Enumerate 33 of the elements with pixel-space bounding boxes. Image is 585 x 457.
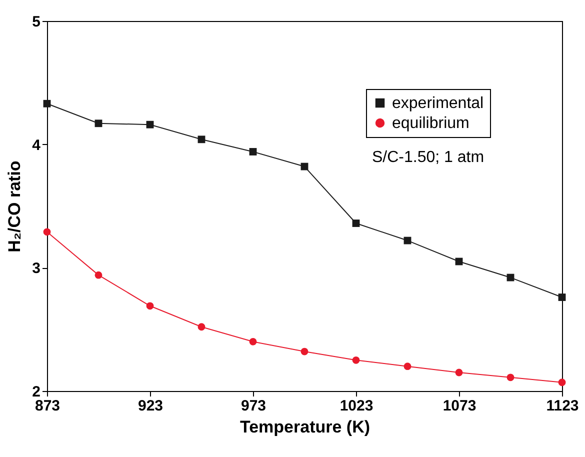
point [558,294,566,301]
point [198,136,206,144]
legend-label: experimental [392,95,484,112]
point [94,120,102,128]
point [94,271,102,279]
point [404,362,412,370]
x-tick-label: 973 [240,398,266,414]
x-tick-label: 1073 [442,398,476,414]
point [506,374,514,382]
y-tick-label: 5 [32,14,40,30]
x-tick-label: 1023 [340,398,374,414]
y-tick-label: 2 [32,384,40,400]
x-axis-title: Temperature (K) [240,418,370,436]
point [352,356,360,364]
y-tick-label: 3 [32,260,40,278]
point [249,148,257,156]
y-tick-label: 4 [32,136,42,154]
x-tick-label: 873 [34,398,60,414]
legend-label: equilibrium [392,115,470,132]
point [146,302,154,310]
point [455,368,463,376]
point [300,348,308,356]
x-tick-label: 923 [138,398,164,414]
point [249,338,257,346]
point [352,220,360,227]
point [198,323,206,331]
point [43,100,51,108]
point [43,228,51,236]
y-axis-title: H₂/CO ratio [5,160,24,252]
x-tick-label: 1123 [546,398,579,414]
point [146,120,154,128]
point [558,378,566,386]
annotation: S/C-1.50; 1 atm [372,149,484,166]
